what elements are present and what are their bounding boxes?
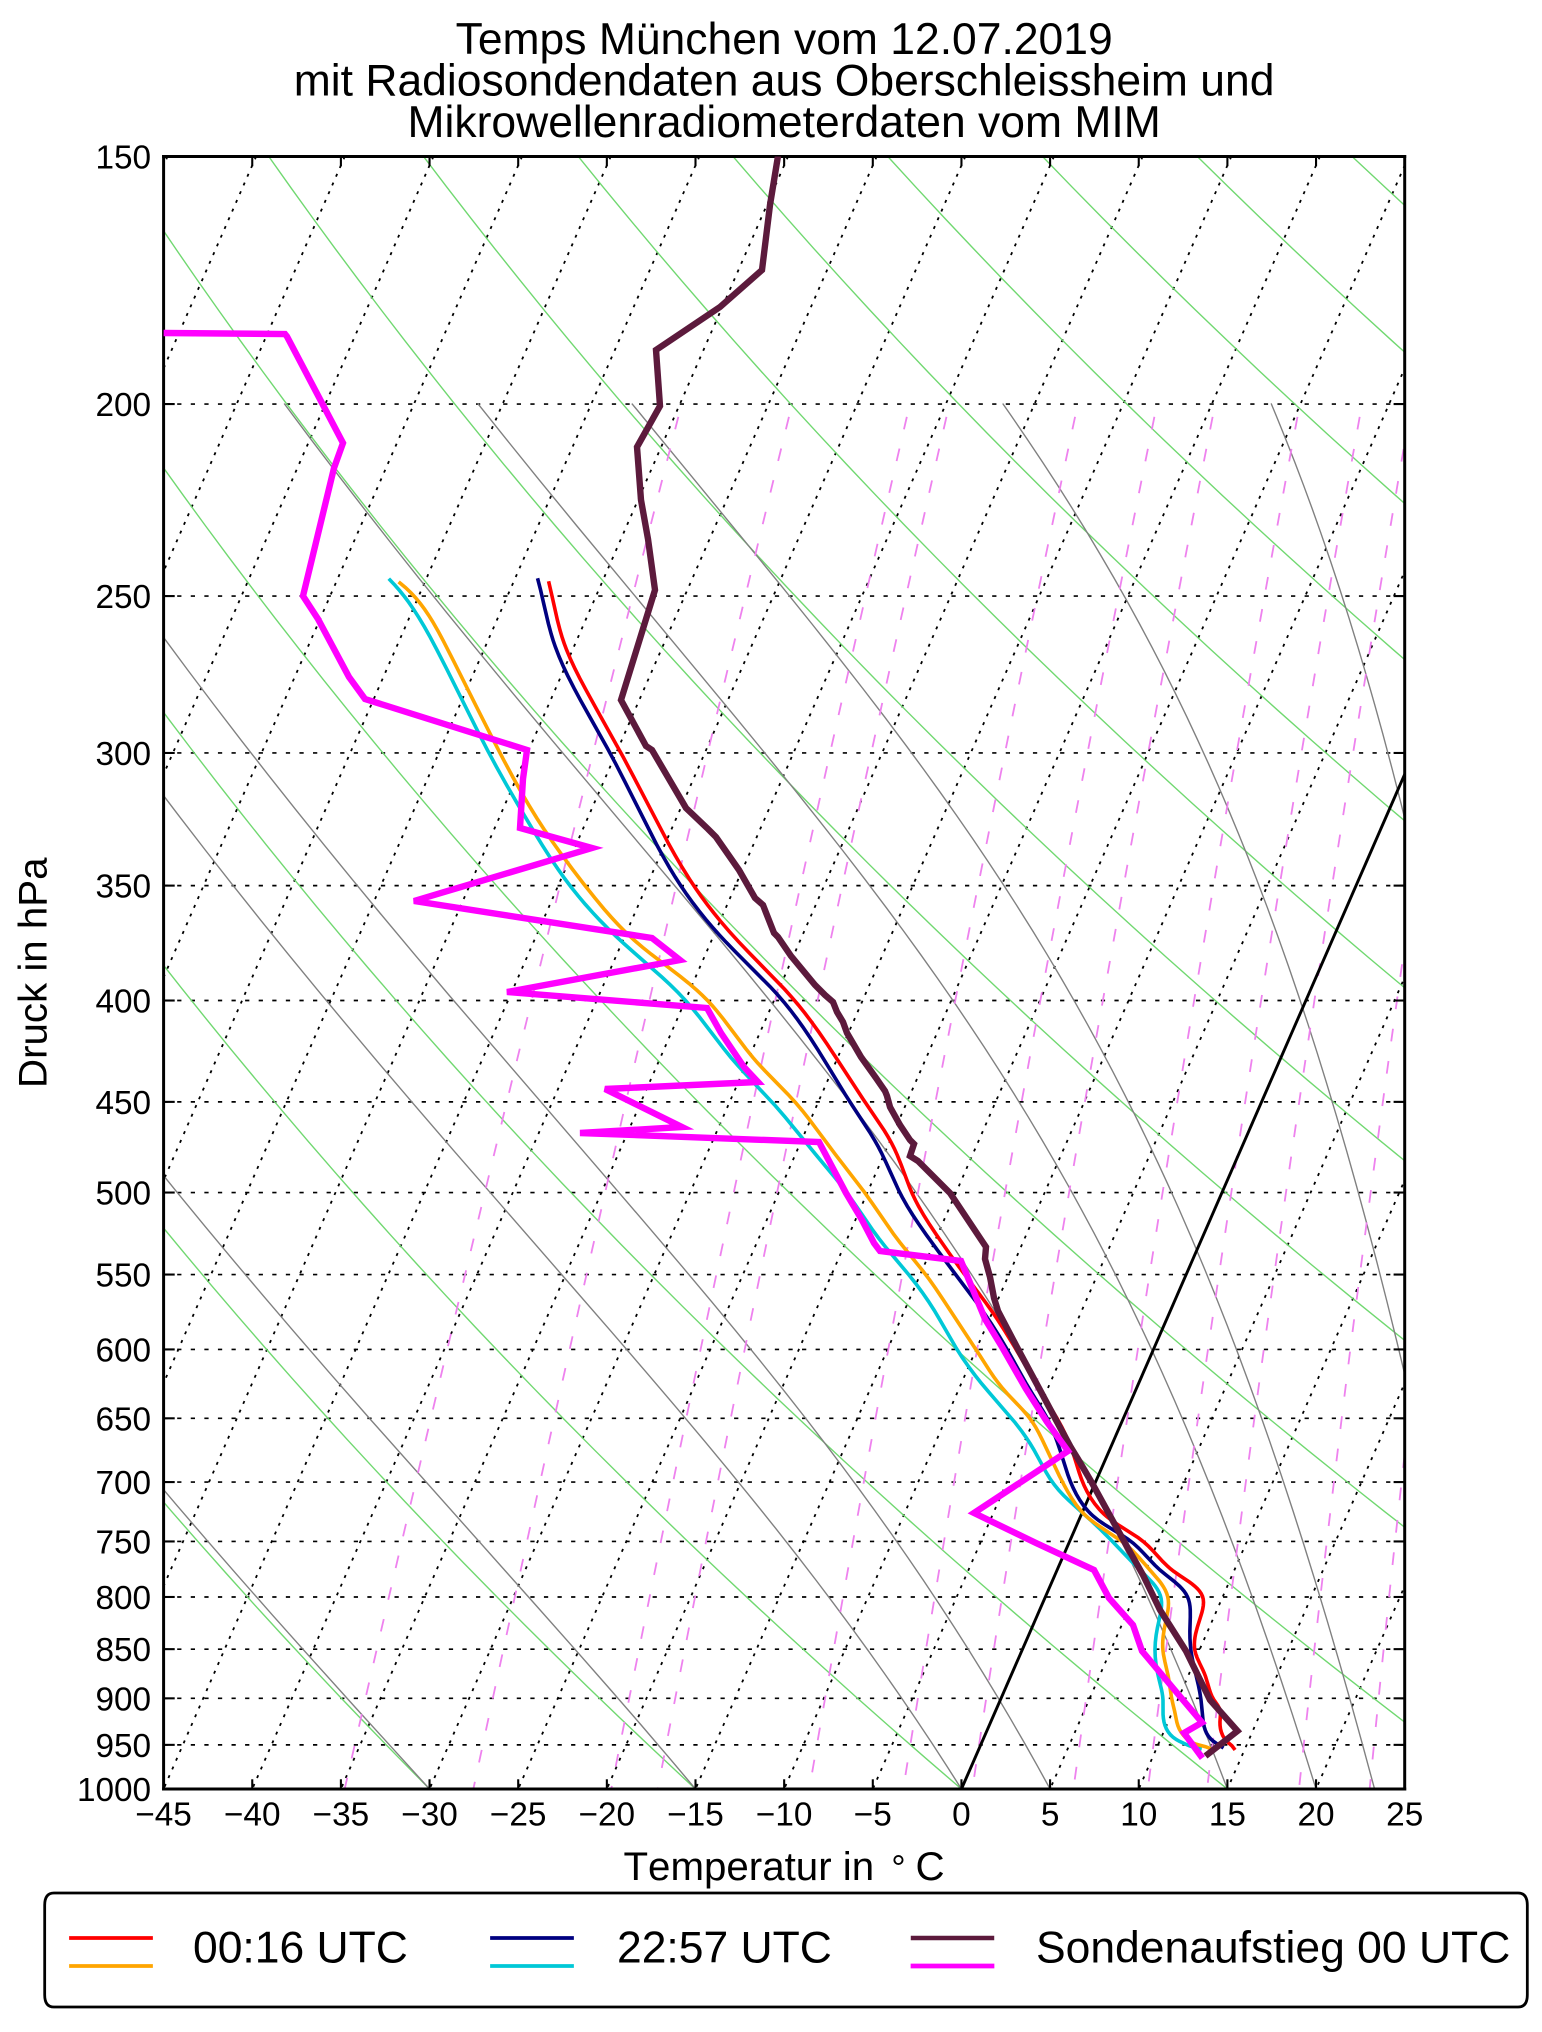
svg-text:0: 0 <box>952 1797 971 1834</box>
svg-text:5: 5 <box>1041 1797 1060 1834</box>
svg-text:Sondenaufstieg 00 UTC: Sondenaufstieg 00 UTC <box>1036 1923 1510 1972</box>
svg-text:800: 800 <box>95 1580 151 1617</box>
svg-text:−20: −20 <box>579 1797 636 1834</box>
svg-text:−10: −10 <box>756 1797 813 1834</box>
svg-text:150: 150 <box>95 140 151 177</box>
svg-text:−25: −25 <box>490 1797 547 1834</box>
svg-text:500: 500 <box>95 1176 151 1213</box>
svg-text:350: 350 <box>95 869 151 906</box>
svg-text:950: 950 <box>95 1728 151 1765</box>
svg-text:15: 15 <box>1209 1797 1246 1834</box>
svg-text:650: 650 <box>95 1401 151 1438</box>
svg-text:1000: 1000 <box>77 1772 151 1809</box>
svg-text:400: 400 <box>95 984 151 1021</box>
svg-text:−30: −30 <box>401 1797 458 1834</box>
svg-text:−35: −35 <box>313 1797 370 1834</box>
svg-text:Temps München vom 12.07.2019: Temps München vom 12.07.2019 <box>456 15 1113 64</box>
svg-text:Mikrowellenradiometerdaten vom: Mikrowellenradiometerdaten vom MIM <box>408 98 1161 147</box>
svg-text:550: 550 <box>95 1258 151 1295</box>
svg-text:−40: −40 <box>224 1797 281 1834</box>
svg-text:T e m p: T e m p e r a t u r i n C ° <box>623 1844 950 1889</box>
svg-text:300: 300 <box>95 736 151 773</box>
svg-text:25: 25 <box>1386 1797 1423 1834</box>
svg-text:Druck in hPa: Druck in hPa <box>10 857 55 1088</box>
svg-text:−45: −45 <box>135 1797 192 1834</box>
svg-text:250: 250 <box>95 579 151 616</box>
svg-text:900: 900 <box>95 1681 151 1718</box>
svg-text:600: 600 <box>95 1333 151 1370</box>
svg-text:22:57 UTC: 22:57 UTC <box>617 1923 832 1972</box>
svg-text:20: 20 <box>1298 1797 1335 1834</box>
svg-text:700: 700 <box>95 1465 151 1502</box>
svg-text:−15: −15 <box>667 1797 724 1834</box>
svg-text:10: 10 <box>1120 1797 1157 1834</box>
svg-text:200: 200 <box>95 387 151 424</box>
svg-text:750: 750 <box>95 1525 151 1562</box>
svg-text:850: 850 <box>95 1632 151 1669</box>
svg-text:−5: −5 <box>854 1797 892 1834</box>
svg-text:mit Radiosondendaten aus Obers: mit Radiosondendaten aus Oberschleisshei… <box>294 57 1275 106</box>
svg-text:00:16 UTC: 00:16 UTC <box>193 1923 408 1972</box>
svg-text:450: 450 <box>95 1085 151 1122</box>
